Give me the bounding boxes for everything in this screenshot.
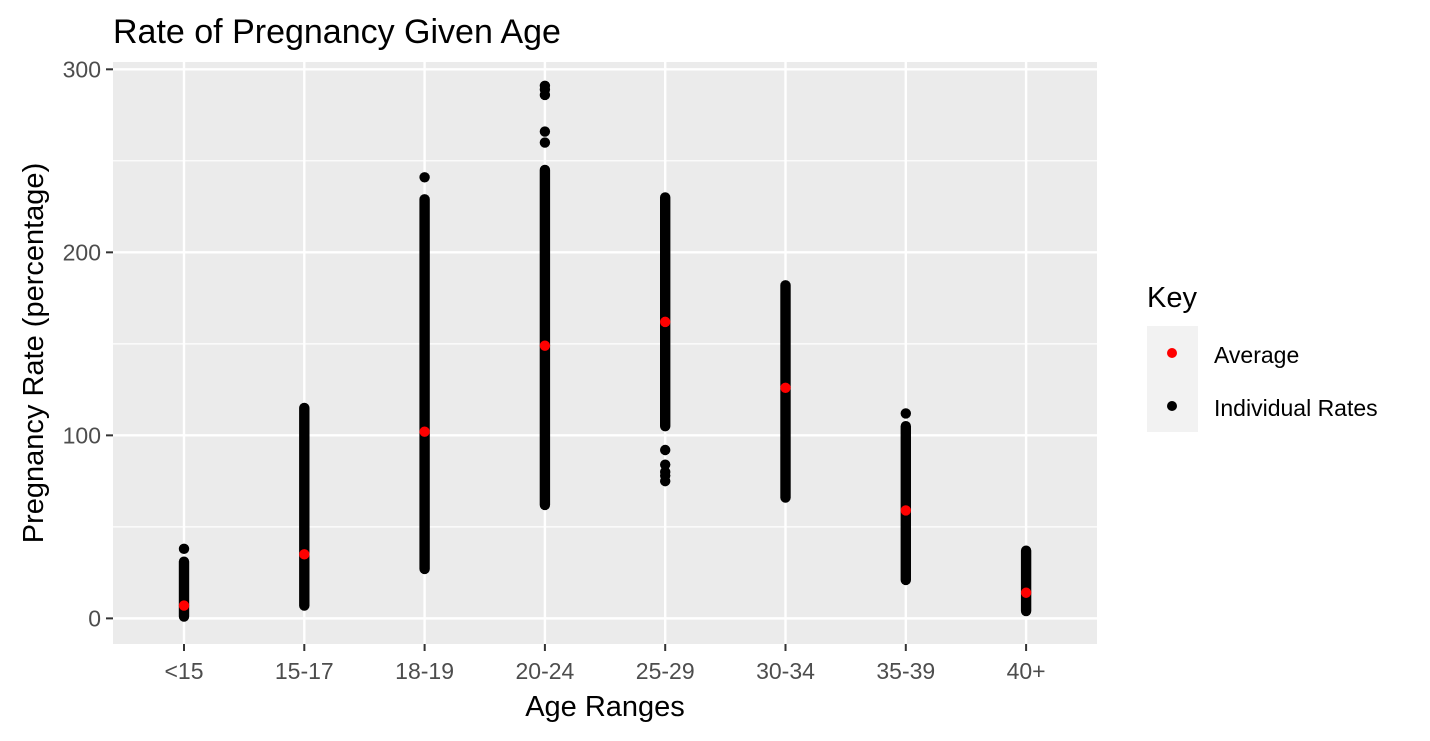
x-axis-title: Age Ranges (525, 691, 685, 723)
individual-rate-points (178, 80, 1032, 622)
individual-rate-point (539, 126, 551, 137)
individual-rate-point (539, 137, 551, 148)
x-tick-label: 25-29 (636, 658, 695, 684)
minor-gridlines (113, 160, 1097, 528)
individual-rate-point (178, 543, 190, 555)
average-points (178, 316, 1032, 611)
legend-key-background (1147, 326, 1198, 432)
average-point (178, 600, 190, 611)
y-tick-label: 100 (63, 422, 101, 448)
y-axis: 0 100 200 300 (63, 56, 113, 631)
x-tick-label: 20-24 (515, 658, 574, 684)
x-tick-label: 30-34 (756, 658, 815, 684)
legend-individual-label: Individual Rates (1214, 395, 1378, 421)
individual-rate-point (419, 172, 430, 183)
average-point (900, 505, 911, 516)
x-tick-label: 15-17 (275, 658, 334, 684)
individual-rate-point (660, 444, 671, 456)
average-point (539, 340, 551, 351)
average-point (780, 382, 791, 393)
plot-panel (113, 62, 1097, 644)
individual-rate-point (539, 80, 551, 91)
legend-individual-marker (1167, 401, 1177, 411)
x-tick-label: 35-39 (876, 658, 935, 684)
x-axis: <15 15-17 18-19 20-24 25-29 30-34 35-39 40+ (164, 644, 1046, 684)
legend-average-label: Average (1214, 342, 1299, 368)
y-tick-label: 200 (63, 239, 101, 265)
individual-rate-point (660, 466, 671, 478)
legend: Key Average Individual Rates (1147, 282, 1378, 432)
y-tick-label: 0 (88, 605, 101, 631)
individual-rate-point (900, 408, 911, 419)
x-tick-label: 40+ (1007, 658, 1046, 684)
legend-title: Key (1147, 282, 1197, 314)
average-point (660, 316, 671, 328)
average-point (419, 426, 430, 437)
individual-rate-point (660, 459, 671, 470)
average-point (1020, 587, 1032, 598)
y-axis-title: Pregnancy Rate (percentage) (18, 163, 50, 543)
chart-title: Rate of Pregnancy Given Age (113, 13, 561, 51)
x-tick-label: 18-19 (395, 658, 454, 684)
x-tick-label: <15 (164, 658, 203, 684)
y-tick-label: 300 (63, 56, 101, 82)
legend-average-marker (1167, 348, 1177, 358)
average-point (299, 549, 310, 560)
